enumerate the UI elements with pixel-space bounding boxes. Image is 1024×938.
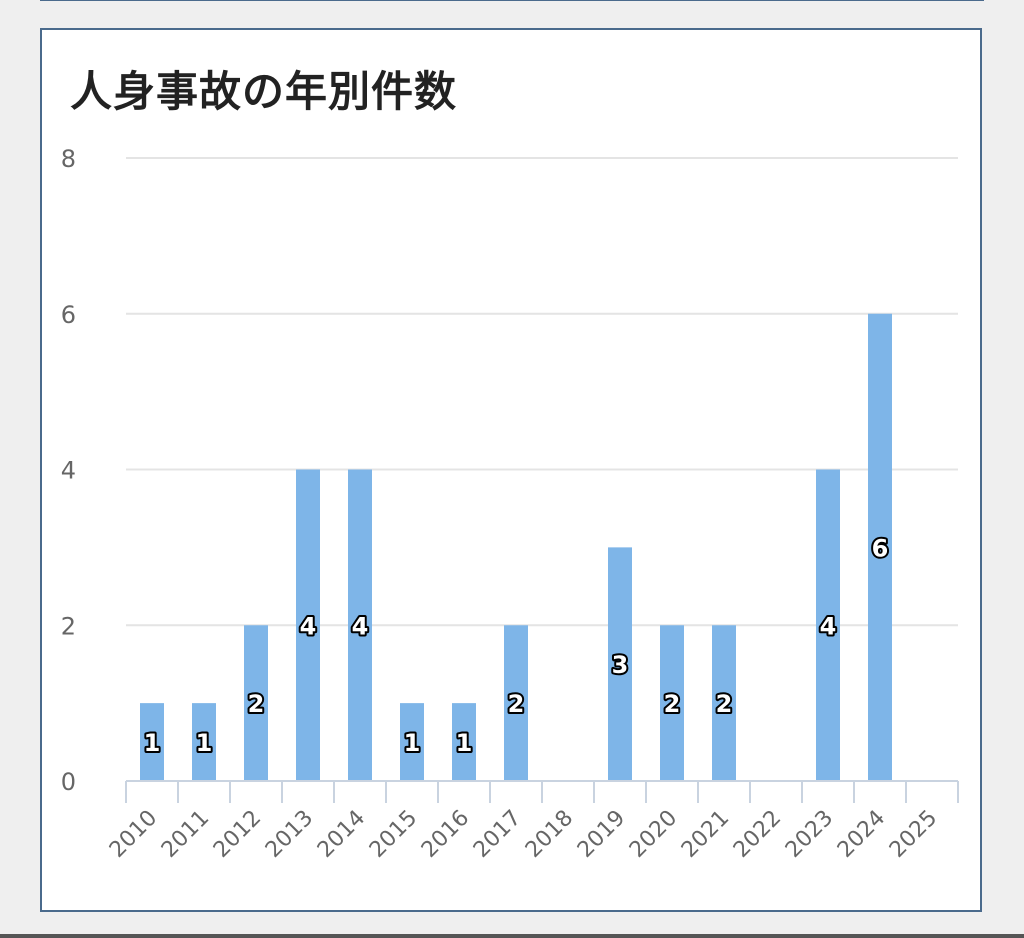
y-tick-label: 0 (61, 768, 76, 796)
x-tick-label: 2023 (781, 806, 838, 863)
data-label-2021: 2 (716, 690, 733, 718)
bar-2011 (192, 703, 216, 781)
x-tick-label: 2013 (261, 806, 318, 863)
x-tick-label: 2017 (469, 806, 526, 863)
bar-2015 (400, 703, 424, 781)
x-tick-label: 2016 (417, 806, 474, 863)
x-tick-label: 2010 (105, 806, 162, 863)
y-tick-label: 4 (61, 457, 76, 485)
y-tick-label: 2 (61, 612, 76, 640)
data-label-2023: 4 (820, 612, 837, 640)
data-label-2017: 2 (508, 690, 525, 718)
top-card-edge (40, 0, 984, 1)
x-tick-label: 2018 (521, 806, 578, 863)
data-label-2015: 1 (404, 729, 421, 757)
x-tick-label: 2021 (677, 806, 734, 863)
data-label-2020: 2 (664, 690, 681, 718)
bars (140, 313, 892, 781)
x-tick-label: 2014 (313, 806, 370, 863)
x-tick-label: 2011 (157, 806, 214, 863)
bar-2010 (140, 703, 164, 781)
data-label-2024: 6 (872, 534, 889, 562)
data-labels: 1 1 2 4 4 1 1 2 3 2 2 4 6 (142, 532, 891, 759)
bar-2014 (348, 469, 372, 781)
y-tick-label: 8 (61, 145, 76, 173)
y-tick-label: 6 (61, 301, 76, 329)
x-tick-label: 2012 (209, 806, 266, 863)
data-label-2012: 2 (248, 690, 265, 718)
x-tick-label: 2022 (729, 806, 786, 863)
x-tick-label: 2019 (573, 806, 630, 863)
chart-title: 人身事故の年別件数 (70, 67, 458, 116)
bar-2024 (868, 313, 892, 781)
data-label-2019: 3 (612, 651, 629, 679)
data-label-2016: 1 (456, 729, 473, 757)
x-tick-label: 2020 (625, 806, 682, 863)
x-tick-label: 2015 (365, 806, 422, 863)
x-tick-label: 2024 (833, 806, 890, 863)
bar-2017 (504, 625, 528, 781)
data-label-2010: 1 (144, 729, 161, 757)
bar-2020 (660, 625, 684, 781)
bar-2021 (712, 625, 736, 781)
data-label-2011: 1 (196, 729, 213, 757)
data-label-2014: 4 (352, 612, 369, 640)
x-tick-label: 2025 (885, 806, 942, 863)
bar-2019 (608, 547, 632, 781)
data-label-2013: 4 (300, 612, 317, 640)
bar-2013 (296, 469, 320, 781)
bar-2012 (244, 625, 268, 781)
bar-2023 (816, 469, 840, 781)
bottom-edge (0, 934, 1024, 938)
bar-2016 (452, 703, 476, 781)
